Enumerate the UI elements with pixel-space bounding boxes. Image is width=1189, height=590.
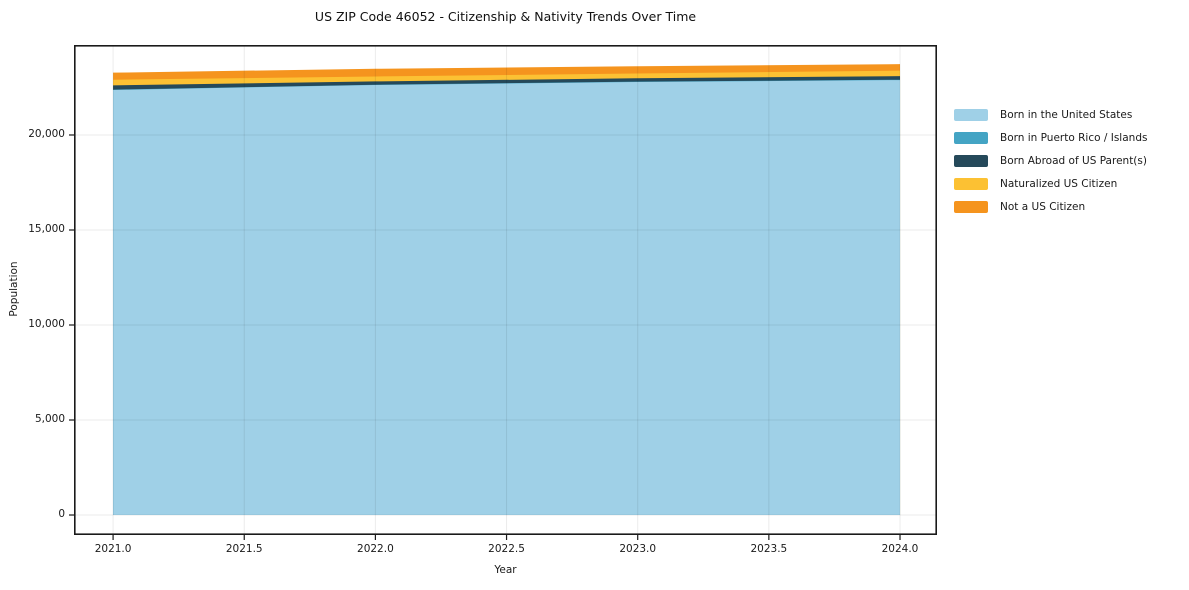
chart-title: US ZIP Code 46052 - Citizenship & Nativi… <box>314 9 697 24</box>
legend-swatch-icon <box>954 108 988 121</box>
plot-area <box>69 45 938 540</box>
x-tick-label: 2024.0 <box>881 543 919 555</box>
legend-label: Naturalized US Citizen <box>1000 177 1118 190</box>
legend-swatch-icon <box>954 200 988 213</box>
x-tick-label: 2023.5 <box>750 543 788 555</box>
legend-label: Not a US Citizen <box>1000 200 1086 213</box>
area-series-0 <box>113 80 901 516</box>
plot-frame <box>74 45 938 535</box>
x-axis-label: Year <box>494 564 517 576</box>
legend-swatch-icon <box>954 154 988 167</box>
y-tick-label: 10,000 <box>28 318 65 330</box>
legend-label: Born in Puerto Rico / Islands <box>1000 131 1148 144</box>
legend-swatch-icon <box>954 131 988 144</box>
x-tick-label: 2021.0 <box>94 543 132 555</box>
legend-item: Born in Puerto Rico / Islands <box>954 126 1147 149</box>
y-tick-label: 20,000 <box>28 127 65 140</box>
x-tick-label: 2022.0 <box>357 543 394 555</box>
y-axis-label: Population <box>8 261 20 317</box>
legend-item: Not a US Citizen <box>954 195 1147 218</box>
x-tick-label: 2021.5 <box>225 543 263 555</box>
legend: Born in the United States Born in Puerto … <box>954 103 1147 218</box>
legend-label: Born in the United States <box>1000 108 1133 121</box>
y-tick-label: 0 <box>58 508 65 520</box>
legend-item: Born in the United States <box>954 103 1147 126</box>
y-tick-label: 5,000 <box>34 413 65 425</box>
legend-label: Born Abroad of US Parent(s) <box>1000 154 1147 167</box>
legend-item: Born Abroad of US Parent(s) <box>954 149 1147 172</box>
legend-item: Naturalized US Citizen <box>954 172 1147 195</box>
x-tick-label: 2022.5 <box>488 543 525 555</box>
y-tick-label: 15,000 <box>28 222 65 235</box>
x-tick-label: 2023.0 <box>619 543 657 555</box>
legend-swatch-icon <box>954 177 988 190</box>
